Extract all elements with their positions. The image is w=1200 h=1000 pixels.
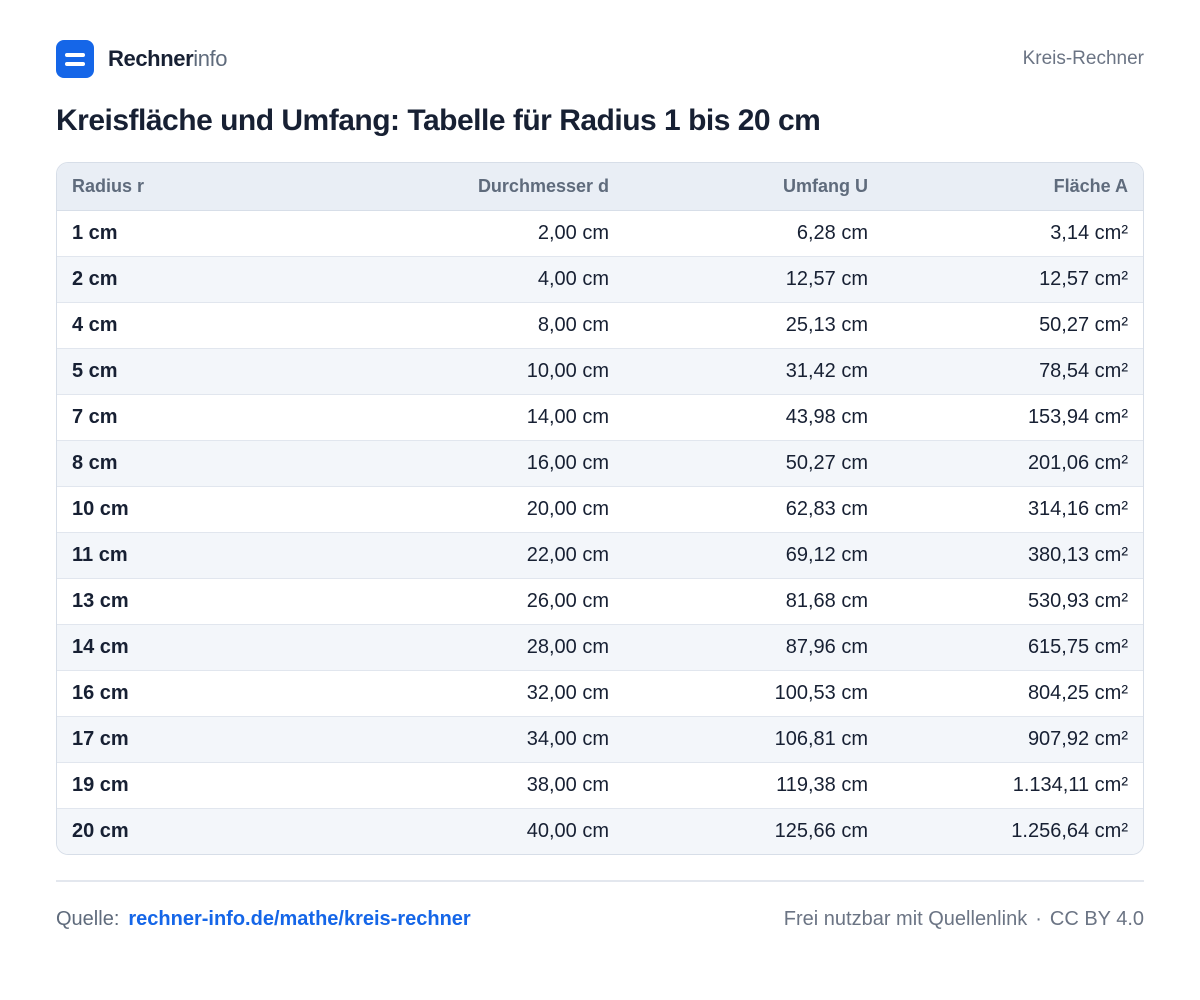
- column-header-circumference: Umfang U: [624, 163, 883, 211]
- cell-area: 615,75 cm²: [883, 624, 1143, 671]
- cell-area: 78,54 cm²: [883, 348, 1143, 395]
- cell-circumference: 31,42 cm: [624, 348, 883, 395]
- cell-diameter: 8,00 cm: [367, 302, 624, 349]
- cell-area: 804,25 cm²: [883, 670, 1143, 717]
- column-header-area: Fläche A: [883, 163, 1143, 211]
- cell-radius: 4 cm: [57, 302, 367, 349]
- cell-diameter: 14,00 cm: [367, 394, 624, 441]
- page-title: Kreisfläche und Umfang: Tabelle für Radi…: [56, 104, 821, 137]
- cell-diameter: 2,00 cm: [537, 222, 609, 244]
- cell-radius: 8 cm: [57, 440, 367, 487]
- brand-name: Rechnerinfo: [108, 46, 228, 72]
- cell-circumference: 12,57 cm: [624, 256, 883, 303]
- cell-radius: 10 cm: [57, 486, 367, 533]
- cell-radius: 2 cm: [57, 256, 367, 303]
- cell-diameter: 16,00 cm: [367, 440, 624, 487]
- cell-diameter: 26,00 cm: [367, 578, 624, 625]
- cell-area: 314,16 cm²: [883, 486, 1143, 533]
- cell-radius: 7 cm: [57, 394, 367, 441]
- brand[interactable]: Rechnerinfo: [56, 40, 228, 78]
- cell-area: 201,06 cm²: [883, 440, 1143, 487]
- table-header-row: Radius r Durchmesser d Umfang U Fläche A: [57, 163, 1143, 211]
- cell-circumference: 43,98 cm: [624, 394, 883, 441]
- cell-circumference: 69,12 cm: [624, 532, 883, 579]
- cell-diameter: 40,00 cm: [367, 808, 624, 854]
- license-info: Frei nutzbar mit Quellenlink · CC BY 4.0: [784, 908, 1144, 931]
- cell-circumference: 25,13 cm: [624, 302, 883, 349]
- cell-radius: 14 cm: [57, 624, 367, 671]
- license-note: Frei nutzbar mit Quellenlink: [783, 907, 1028, 930]
- cell-radius: 16 cm: [57, 670, 367, 717]
- cell-area: 907,92 cm²: [883, 716, 1143, 763]
- cell-radius: 1 cm: [72, 222, 118, 244]
- table-row: 5 cm 10,00 cm 31,42 cm 78,54 cm²: [57, 348, 1143, 395]
- cell-circumference: 119,38 cm: [624, 762, 883, 809]
- table-row: 17 cm 34,00 cm 106,81 cm 907,92 cm²: [57, 716, 1143, 763]
- table-row: 1 cm 2,00 cm 6,28 cm 3,14 cm²: [57, 211, 1143, 257]
- rechnerinfo-logo-icon: [56, 40, 94, 78]
- cell-area: 530,93 cm²: [883, 578, 1143, 625]
- table-row: 13 cm 26,00 cm 81,68 cm 530,93 cm²: [57, 578, 1143, 625]
- table-row: 20 cm 40,00 cm 125,66 cm 1.256,64 cm²: [57, 808, 1143, 854]
- license-label: CC BY 4.0: [1049, 907, 1144, 930]
- cell-circumference: 62,83 cm: [624, 486, 883, 533]
- data-table-container: Radius r Durchmesser d Umfang U Fläche A…: [56, 162, 1144, 855]
- footer-divider: [56, 880, 1144, 882]
- cell-circumference: 6,28 cm: [796, 222, 868, 244]
- table-row: 14 cm 28,00 cm 87,96 cm 615,75 cm²: [57, 624, 1143, 671]
- circle-table: Radius r Durchmesser d Umfang U Fläche A…: [57, 163, 1143, 854]
- cell-radius: 20 cm: [57, 808, 367, 854]
- column-header-diameter: Durchmesser d: [367, 163, 624, 211]
- table-row: 7 cm 14,00 cm 43,98 cm 153,94 cm²: [57, 394, 1143, 441]
- cell-diameter: 32,00 cm: [367, 670, 624, 717]
- cell-area: 1.134,11 cm²: [883, 762, 1143, 809]
- table-row: 8 cm 16,00 cm 50,27 cm 201,06 cm²: [57, 440, 1143, 487]
- cell-diameter: 34,00 cm: [367, 716, 624, 763]
- cell-area: 12,57 cm²: [883, 256, 1143, 303]
- cell-diameter: 28,00 cm: [367, 624, 624, 671]
- cell-diameter: 4,00 cm: [367, 256, 624, 303]
- table-row: 16 cm 32,00 cm 100,53 cm 804,25 cm²: [57, 670, 1143, 717]
- cell-circumference: 100,53 cm: [624, 670, 883, 717]
- cell-radius: 17 cm: [57, 716, 367, 763]
- site-header: Rechnerinfo Kreis-Rechner: [56, 40, 1144, 78]
- table-header: Radius r Durchmesser d Umfang U Fläche A: [57, 163, 1143, 211]
- cell-area: 50,27 cm²: [883, 302, 1143, 349]
- source-attribution: Quelle: rechner-info.de/mathe/kreis-rechn…: [56, 908, 471, 931]
- cell-diameter: 22,00 cm: [367, 532, 624, 579]
- cell-radius: 11 cm: [57, 532, 367, 579]
- cell-radius: 13 cm: [57, 578, 367, 625]
- cell-area: 3,14 cm²: [1050, 222, 1128, 244]
- cell-circumference: 87,96 cm: [624, 624, 883, 671]
- column-header-radius: Radius r: [57, 163, 367, 211]
- brand-name-bold: Rechner: [108, 46, 194, 71]
- cell-area: 380,13 cm²: [883, 532, 1143, 579]
- cell-circumference: 125,66 cm: [624, 808, 883, 854]
- cell-diameter: 20,00 cm: [367, 486, 624, 533]
- table-row: 4 cm 8,00 cm 25,13 cm 50,27 cm²: [57, 302, 1143, 349]
- table-row: 11 cm 22,00 cm 69,12 cm 380,13 cm²: [57, 532, 1143, 579]
- cell-area: 153,94 cm²: [883, 394, 1143, 441]
- table-row: 2 cm 4,00 cm 12,57 cm 12,57 cm²: [57, 256, 1143, 303]
- brand-name-light: info: [193, 46, 228, 71]
- table-row: 19 cm 38,00 cm 119,38 cm 1.134,11 cm²: [57, 762, 1143, 809]
- table-body: 1 cm 2,00 cm 6,28 cm 3,14 cm² 2 cm 4,00 …: [57, 211, 1143, 854]
- cell-diameter: 38,00 cm: [367, 762, 624, 809]
- cell-circumference: 81,68 cm: [624, 578, 883, 625]
- cell-circumference: 106,81 cm: [624, 716, 883, 763]
- table-row: 10 cm 20,00 cm 62,83 cm 314,16 cm²: [57, 486, 1143, 533]
- cell-radius: 5 cm: [57, 348, 367, 395]
- cell-diameter: 10,00 cm: [367, 348, 624, 395]
- source-label: Quelle:: [56, 907, 120, 930]
- license-separator: ·: [1035, 907, 1042, 930]
- cell-circumference: 50,27 cm: [624, 440, 883, 487]
- cell-area: 1.256,64 cm²: [883, 808, 1143, 854]
- nav-label[interactable]: Kreis-Rechner: [1022, 48, 1144, 69]
- footer: Quelle: rechner-info.de/mathe/kreis-rechn…: [56, 904, 1144, 934]
- cell-radius: 19 cm: [57, 762, 367, 809]
- source-link[interactable]: rechner-info.de/mathe/kreis-rechner: [128, 907, 471, 930]
